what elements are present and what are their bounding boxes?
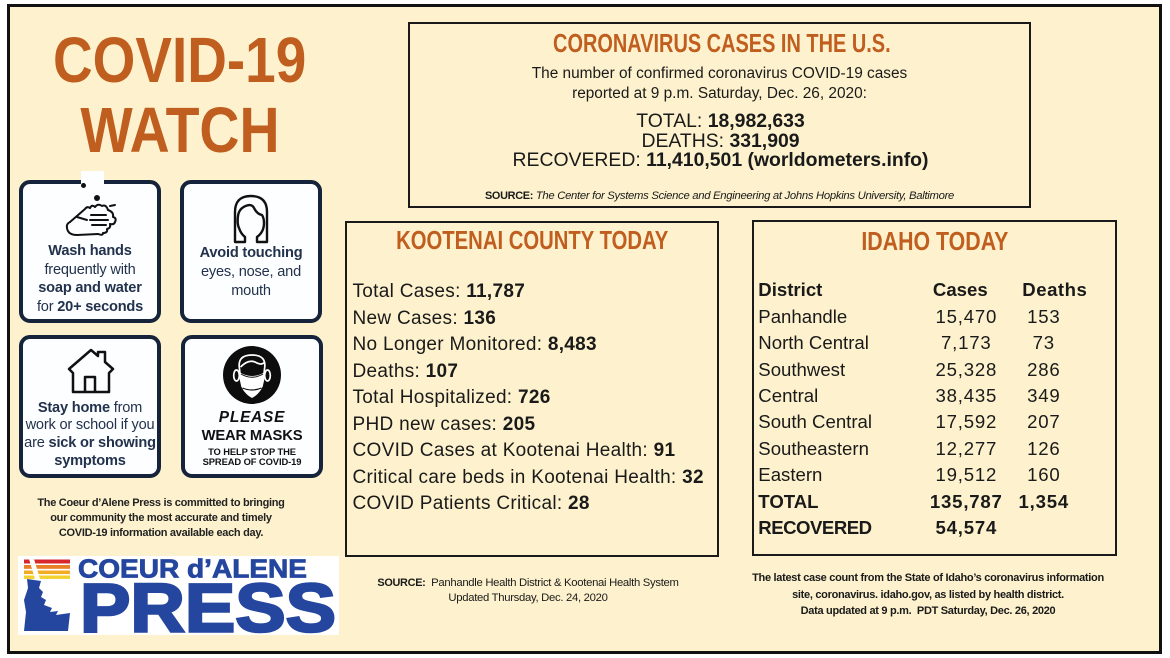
svg-text:PRESS: PRESS	[80, 570, 336, 635]
svg-text:COEUR d’ALENE: COEUR d’ALENE	[78, 556, 307, 584]
